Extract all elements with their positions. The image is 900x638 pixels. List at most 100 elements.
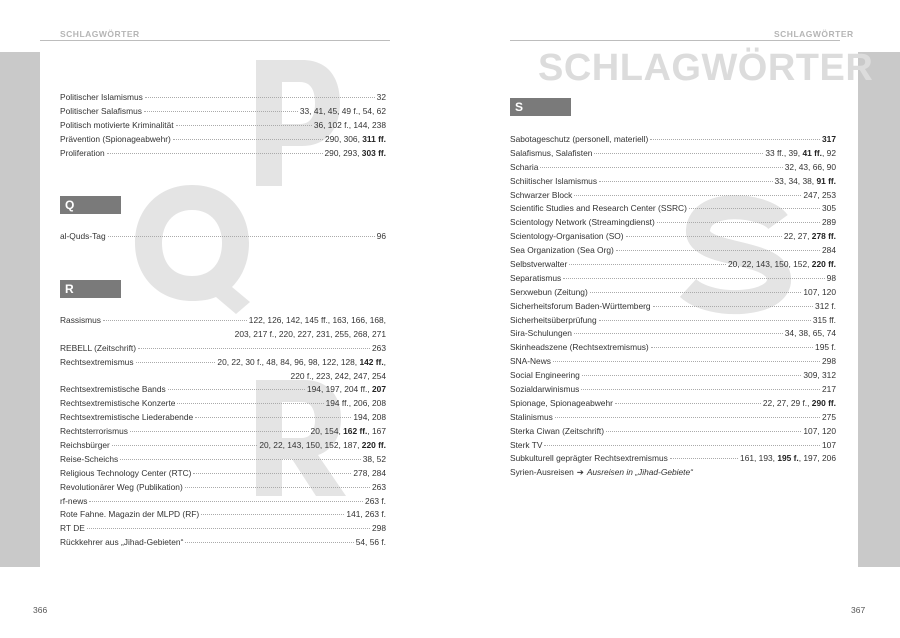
page-ref: 290, 293, xyxy=(324,147,362,158)
entry-pages: 247, 253 xyxy=(803,190,836,200)
page-ref: 305 xyxy=(822,203,836,214)
index-entry: Social Engineering 309, 312 xyxy=(510,370,836,384)
index-entry: Sea Organization (Sea Org) 284 xyxy=(510,245,836,259)
entry-pages: 98 xyxy=(827,273,836,283)
page-number-right: 367 xyxy=(851,605,866,615)
entry-pages: 33, 41, 45, 49 f., 54, 62 xyxy=(300,106,386,116)
entry-pages: 96 xyxy=(377,231,386,241)
index-list-s: Sabotageschutz (personell, materiell) 317… xyxy=(510,134,836,481)
index-entry: Sozialdarwinismus 217 xyxy=(510,384,836,398)
entry-term: Scientific Studies and Research Center (… xyxy=(510,203,687,214)
index-entry: RT DE 298 xyxy=(60,523,386,537)
entry-term: Rechtsextremismus xyxy=(60,356,134,367)
page-ref: 32, 43, 66, 90 xyxy=(784,161,836,172)
entry-term: Selbstverwalter xyxy=(510,259,568,270)
index-entry: Scientific Studies and Research Center (… xyxy=(510,203,836,217)
index-entry: Prävention (Spionageabwehr) 290, 306, 311… xyxy=(60,134,386,148)
entry-term: Salafismus, Salafisten xyxy=(510,147,593,158)
page-ref: 161, 193, xyxy=(740,453,778,464)
entry-pages: 312 f. xyxy=(815,301,836,311)
page-ref: 217 xyxy=(822,384,836,395)
dot-leader xyxy=(184,486,371,488)
dot-leader xyxy=(111,445,258,447)
page-ref: 195 f. xyxy=(815,342,836,353)
dot-leader xyxy=(581,375,802,377)
page-ref-main: 290 ff. xyxy=(811,397,836,408)
page-ref: 309, 312 xyxy=(803,370,836,381)
page-ref: , 197, 206 xyxy=(798,453,836,464)
dot-leader xyxy=(177,403,324,405)
index-entry: Politischer Islamismus 32 xyxy=(60,92,386,106)
index-entry: Reise-Scheichs 38, 52 xyxy=(60,454,386,468)
entry-pages: 290, 306, 311 ff. xyxy=(325,134,386,144)
dot-leader xyxy=(138,347,371,349)
page-ref-main: 207 xyxy=(372,384,386,395)
entry-term: Sozialdarwinismus xyxy=(510,384,580,395)
entry-term: Sicherheitsüberprüfung xyxy=(510,314,597,325)
index-entry: Skinheadszene (Rechtsextremismus) 195 f. xyxy=(510,342,836,356)
index-entry: Revolutionärer Weg (Publikation) 263 xyxy=(60,482,386,496)
index-entry: Sicherheitsüberprüfung 315 ff. xyxy=(510,315,836,329)
dot-leader xyxy=(106,152,323,154)
page-ref: 141, 263 f. xyxy=(346,509,386,520)
index-entry-continuation: 220 f., 223, 242, 247, 254 xyxy=(60,371,386,385)
index-entry: Reichsbürger 20, 22, 143, 150, 152, 187, … xyxy=(60,440,386,454)
page-ref: 284 xyxy=(822,245,836,256)
entry-pages: 141, 263 f. xyxy=(346,509,386,519)
entry-term: Subkulturell geprägter Rechtsextremismus xyxy=(510,453,668,464)
dot-leader xyxy=(594,152,764,154)
page-ref: 22, 27, 29 f., xyxy=(762,397,812,408)
page-ref: 194, 197, 204 ff., xyxy=(306,384,373,395)
entry-term: Sea Organization (Sea Org) xyxy=(510,245,614,256)
dot-leader xyxy=(185,542,354,544)
dot-leader xyxy=(107,236,375,237)
index-entry: Scharia 32, 43, 66, 90 xyxy=(510,162,836,176)
dot-leader xyxy=(606,430,802,432)
entry-term: Rote Fahne. Magazin der MLPD (RF) xyxy=(60,509,200,520)
entry-term: Prävention (Spionageabwehr) xyxy=(60,133,171,144)
dot-leader xyxy=(144,97,375,98)
entry-pages: 20, 154, 162 ff., 167 xyxy=(311,426,386,436)
entry-pages: 107, 120 xyxy=(803,426,836,436)
page-ref: 107, 120 xyxy=(803,286,836,297)
dot-leader xyxy=(569,264,726,266)
page-ref: 220 f., 223, 242, 247, 254 xyxy=(290,370,386,381)
page-ref-main: 303 ff. xyxy=(361,147,386,158)
page-ref: 298 xyxy=(822,356,836,367)
index-entry: Rote Fahne. Magazin der MLPD (RF) 141, 26… xyxy=(60,509,386,523)
entry-pages: 194, 208 xyxy=(353,412,386,422)
dot-leader xyxy=(195,417,352,419)
dot-leader xyxy=(581,389,821,391)
arrow-icon: ➔ xyxy=(576,467,584,478)
entry-term: Religious Technology Center (RTC) xyxy=(60,467,192,478)
entry-term: Sabotageschutz (personell, materiell) xyxy=(510,134,649,144)
entry-term: rf-news xyxy=(60,495,88,506)
page-ref-main: 220 ff. xyxy=(811,259,836,270)
page-ref-main: 195 f. xyxy=(777,453,799,464)
dot-leader xyxy=(615,250,821,252)
dot-leader xyxy=(86,528,371,530)
index-entry: Rechtsextremistische Bands 194, 197, 204 … xyxy=(60,384,386,398)
page-ref: 290, 306, xyxy=(324,133,363,144)
dot-leader xyxy=(89,500,364,502)
page-title: SCHLAGWÖRTER xyxy=(538,47,874,89)
entry-pages: 217 xyxy=(822,384,836,394)
entry-pages: 36, 102 f., 144, 238 xyxy=(314,120,386,130)
left-margin-band xyxy=(0,52,40,567)
entry-pages: 315 ff. xyxy=(813,315,836,325)
entry-term: Rechtsextremistische Konzerte xyxy=(60,398,176,409)
entry-pages: 275 xyxy=(822,412,836,422)
dot-leader xyxy=(650,139,821,140)
entry-term: RT DE xyxy=(60,523,85,534)
page-ref: 20, 22, 143, 150, 152, 187, xyxy=(259,440,362,451)
page-ref: 289 xyxy=(822,217,836,228)
entry-pages: 22, 27, 29 f., 290 ff. xyxy=(763,398,836,408)
page-ref: 263 xyxy=(372,481,386,492)
page-ref: 33, 41, 45, 49 f., 54, 62 xyxy=(299,105,386,116)
dot-leader xyxy=(201,514,345,516)
entry-term: Rückkehrer aus „Jihad-Gebieten“ xyxy=(60,537,184,548)
section-header-r: R xyxy=(60,280,121,298)
dot-leader xyxy=(554,416,821,418)
dot-leader xyxy=(552,361,821,363)
index-entry: Salafismus, Salafisten 33 ff., 39, 41 ff.… xyxy=(510,148,836,162)
